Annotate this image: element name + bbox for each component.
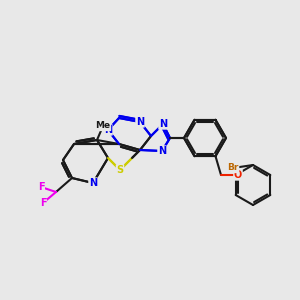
- Text: Me: Me: [95, 122, 111, 130]
- Text: F: F: [40, 198, 46, 208]
- Text: Br: Br: [227, 164, 239, 172]
- Text: F: F: [38, 182, 44, 192]
- Text: N: N: [136, 117, 144, 127]
- Text: S: S: [116, 165, 124, 175]
- Text: N: N: [89, 178, 97, 188]
- Text: N: N: [104, 125, 112, 135]
- Text: N: N: [159, 119, 167, 129]
- Text: N: N: [158, 146, 166, 156]
- Text: O: O: [234, 170, 242, 180]
